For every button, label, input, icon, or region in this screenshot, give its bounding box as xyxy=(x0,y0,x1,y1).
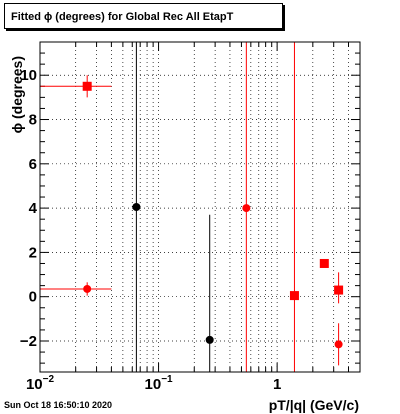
data-points xyxy=(40,42,344,372)
data-point-circle xyxy=(242,204,251,213)
data-point-circle xyxy=(205,335,214,344)
y-tick-label: 4 xyxy=(29,200,38,217)
y-tick-label: 10 xyxy=(20,67,37,84)
y-tick-label: 8 xyxy=(29,112,37,129)
y-axis-title: ϕ (degrees) xyxy=(9,56,25,133)
axis-ticks xyxy=(39,41,361,372)
timestamp: Sun Oct 18 16:50:10 2020 xyxy=(4,400,113,410)
x-axis-title: pT/|q| (GeV/c) xyxy=(269,397,359,413)
data-point-circle xyxy=(83,284,92,293)
y-tick-label: −2 xyxy=(20,333,37,350)
y-tick-label: 0 xyxy=(29,289,37,306)
data-point-circle xyxy=(334,340,343,349)
data-point-square xyxy=(82,81,92,91)
data-point-circle xyxy=(132,203,141,211)
y-tick-label: 6 xyxy=(29,156,37,173)
plot-frame xyxy=(39,41,361,373)
grid xyxy=(39,42,361,372)
x-tick-label: 10−2 xyxy=(26,374,55,393)
data-point-square xyxy=(319,258,329,268)
chart-title: Fitted ϕ (degrees) for Global Rec All Et… xyxy=(4,3,283,29)
data-point-square xyxy=(334,285,344,295)
tick-labels: −2 0 2 4 6 8 10 10−2 10−1 1 xyxy=(20,67,281,393)
x-tick-label: 10−1 xyxy=(145,374,174,393)
data-point-square xyxy=(289,291,299,301)
x-tick-label: 1 xyxy=(273,376,281,393)
y-tick-label: 2 xyxy=(29,244,37,261)
